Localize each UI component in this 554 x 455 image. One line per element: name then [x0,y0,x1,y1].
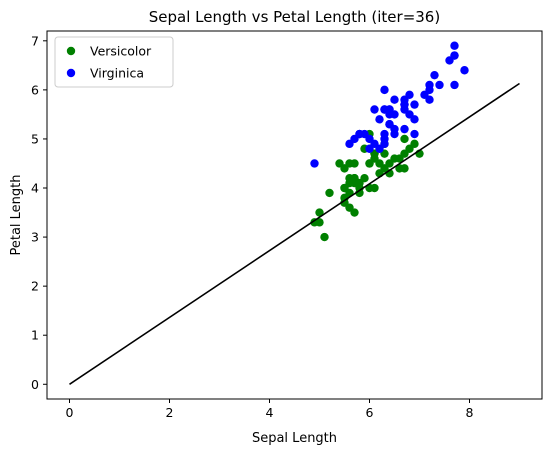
y-tick-label: 4 [31,181,39,196]
axes: 0 2 4 6 8 0 1 2 3 4 5 6 7 [31,33,473,420]
data-point [360,129,369,139]
y-tick-label: 0 [31,377,39,392]
data-point [365,144,374,153]
data-point [380,134,389,144]
chart-title: Sepal Length vs Petal Length (iter=36) [149,8,440,26]
y-tick-label: 5 [31,131,39,146]
data-point [400,124,409,134]
data-point [345,139,354,149]
data-point [385,110,394,119]
series-virginica [310,41,469,168]
data-point [390,95,399,104]
data-point [340,164,349,173]
legend-label: Versicolor [90,44,152,59]
data-point [350,178,359,188]
x-tick-label: 2 [166,405,174,420]
data-point [350,208,359,217]
data-point [370,154,379,163]
data-point [400,100,409,109]
x-axis-label: Sepal Length [252,431,337,446]
data-point [400,134,409,144]
data-point [370,105,379,114]
data-point [450,51,459,60]
data-point [390,124,399,134]
legend-marker [66,68,76,78]
data-point [425,85,434,95]
plot-frame [46,30,543,400]
data-point [430,70,439,80]
data-point [425,95,434,104]
data-point [325,188,334,198]
legend-label: Virginica [90,66,144,81]
y-tick-label: 1 [31,328,39,343]
plot-area [69,41,520,385]
legend: Versicolor Virginica [54,36,174,88]
data-point [435,80,444,90]
legend-marker [66,46,76,56]
data-point [310,159,319,168]
x-tick-label: 6 [366,405,374,420]
data-point [405,90,414,99]
y-tick-label: 6 [31,82,39,97]
data-point [450,41,459,50]
data-point [400,149,409,158]
data-point [320,232,329,242]
data-point [370,183,379,193]
data-point [395,164,404,173]
fit-line [69,82,520,385]
y-tick-label: 3 [31,230,39,245]
x-tick-label: 4 [266,405,274,420]
y-tick-label: 2 [31,279,39,294]
data-point [410,115,419,124]
data-point [410,100,419,109]
data-point [380,85,389,95]
data-point [315,208,324,217]
data-point [450,80,459,90]
data-point [340,198,349,207]
x-tick-label: 0 [66,405,74,420]
data-point [315,218,324,227]
data-point [460,66,469,75]
y-tick-label: 7 [31,33,39,48]
y-axis-label: Petal Length [9,174,24,255]
data-point [375,115,384,124]
legend-box [54,36,174,88]
data-point [410,129,419,139]
x-tick-label: 8 [466,405,474,420]
data-point [340,183,349,193]
